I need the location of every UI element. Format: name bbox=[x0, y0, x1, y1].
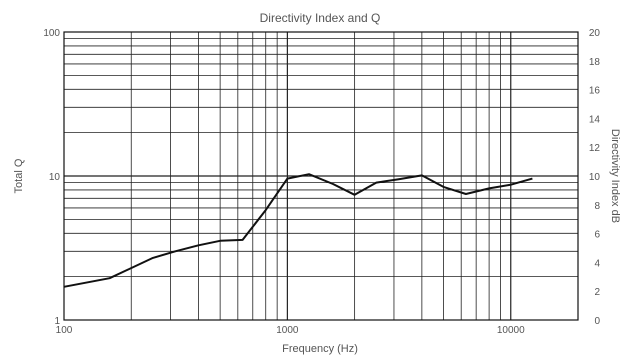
y-right-tick-label: 8 bbox=[594, 201, 600, 212]
y-right-tick-label: 4 bbox=[594, 258, 600, 269]
x-tick-label: 1000 bbox=[276, 325, 299, 336]
series-layer bbox=[63, 173, 533, 288]
y-right-tick-label: 14 bbox=[589, 114, 601, 125]
y-axis-label-left: Total Q bbox=[13, 158, 25, 193]
y-left-tick-label: 1 bbox=[54, 316, 60, 327]
y-right-tick-label: 10 bbox=[589, 172, 601, 183]
y-right-tick-label: 18 bbox=[589, 57, 601, 68]
series-line bbox=[63, 173, 533, 288]
y-right-tick-label: 16 bbox=[589, 86, 601, 97]
y-right-tick-label: 12 bbox=[589, 143, 601, 154]
x-axis-label: Frequency (Hz) bbox=[282, 343, 358, 355]
y-right-tick-label: 0 bbox=[594, 316, 600, 327]
y-right-tick-label: 20 bbox=[589, 28, 601, 39]
x-tick-label: 10000 bbox=[497, 325, 525, 336]
y-right-tick-label: 2 bbox=[594, 287, 600, 298]
y-left-tick-label: 10 bbox=[49, 172, 61, 183]
plot-frame bbox=[63, 31, 579, 321]
x-tick-label: 100 bbox=[56, 325, 73, 336]
y-left-tick-label: 100 bbox=[43, 28, 60, 39]
y-right-tick-label: 6 bbox=[594, 230, 600, 241]
grid bbox=[64, 32, 578, 320]
chart-title: Directivity Index and Q bbox=[260, 11, 381, 25]
y-axis-label-right: Directivity Index dB bbox=[609, 129, 621, 223]
